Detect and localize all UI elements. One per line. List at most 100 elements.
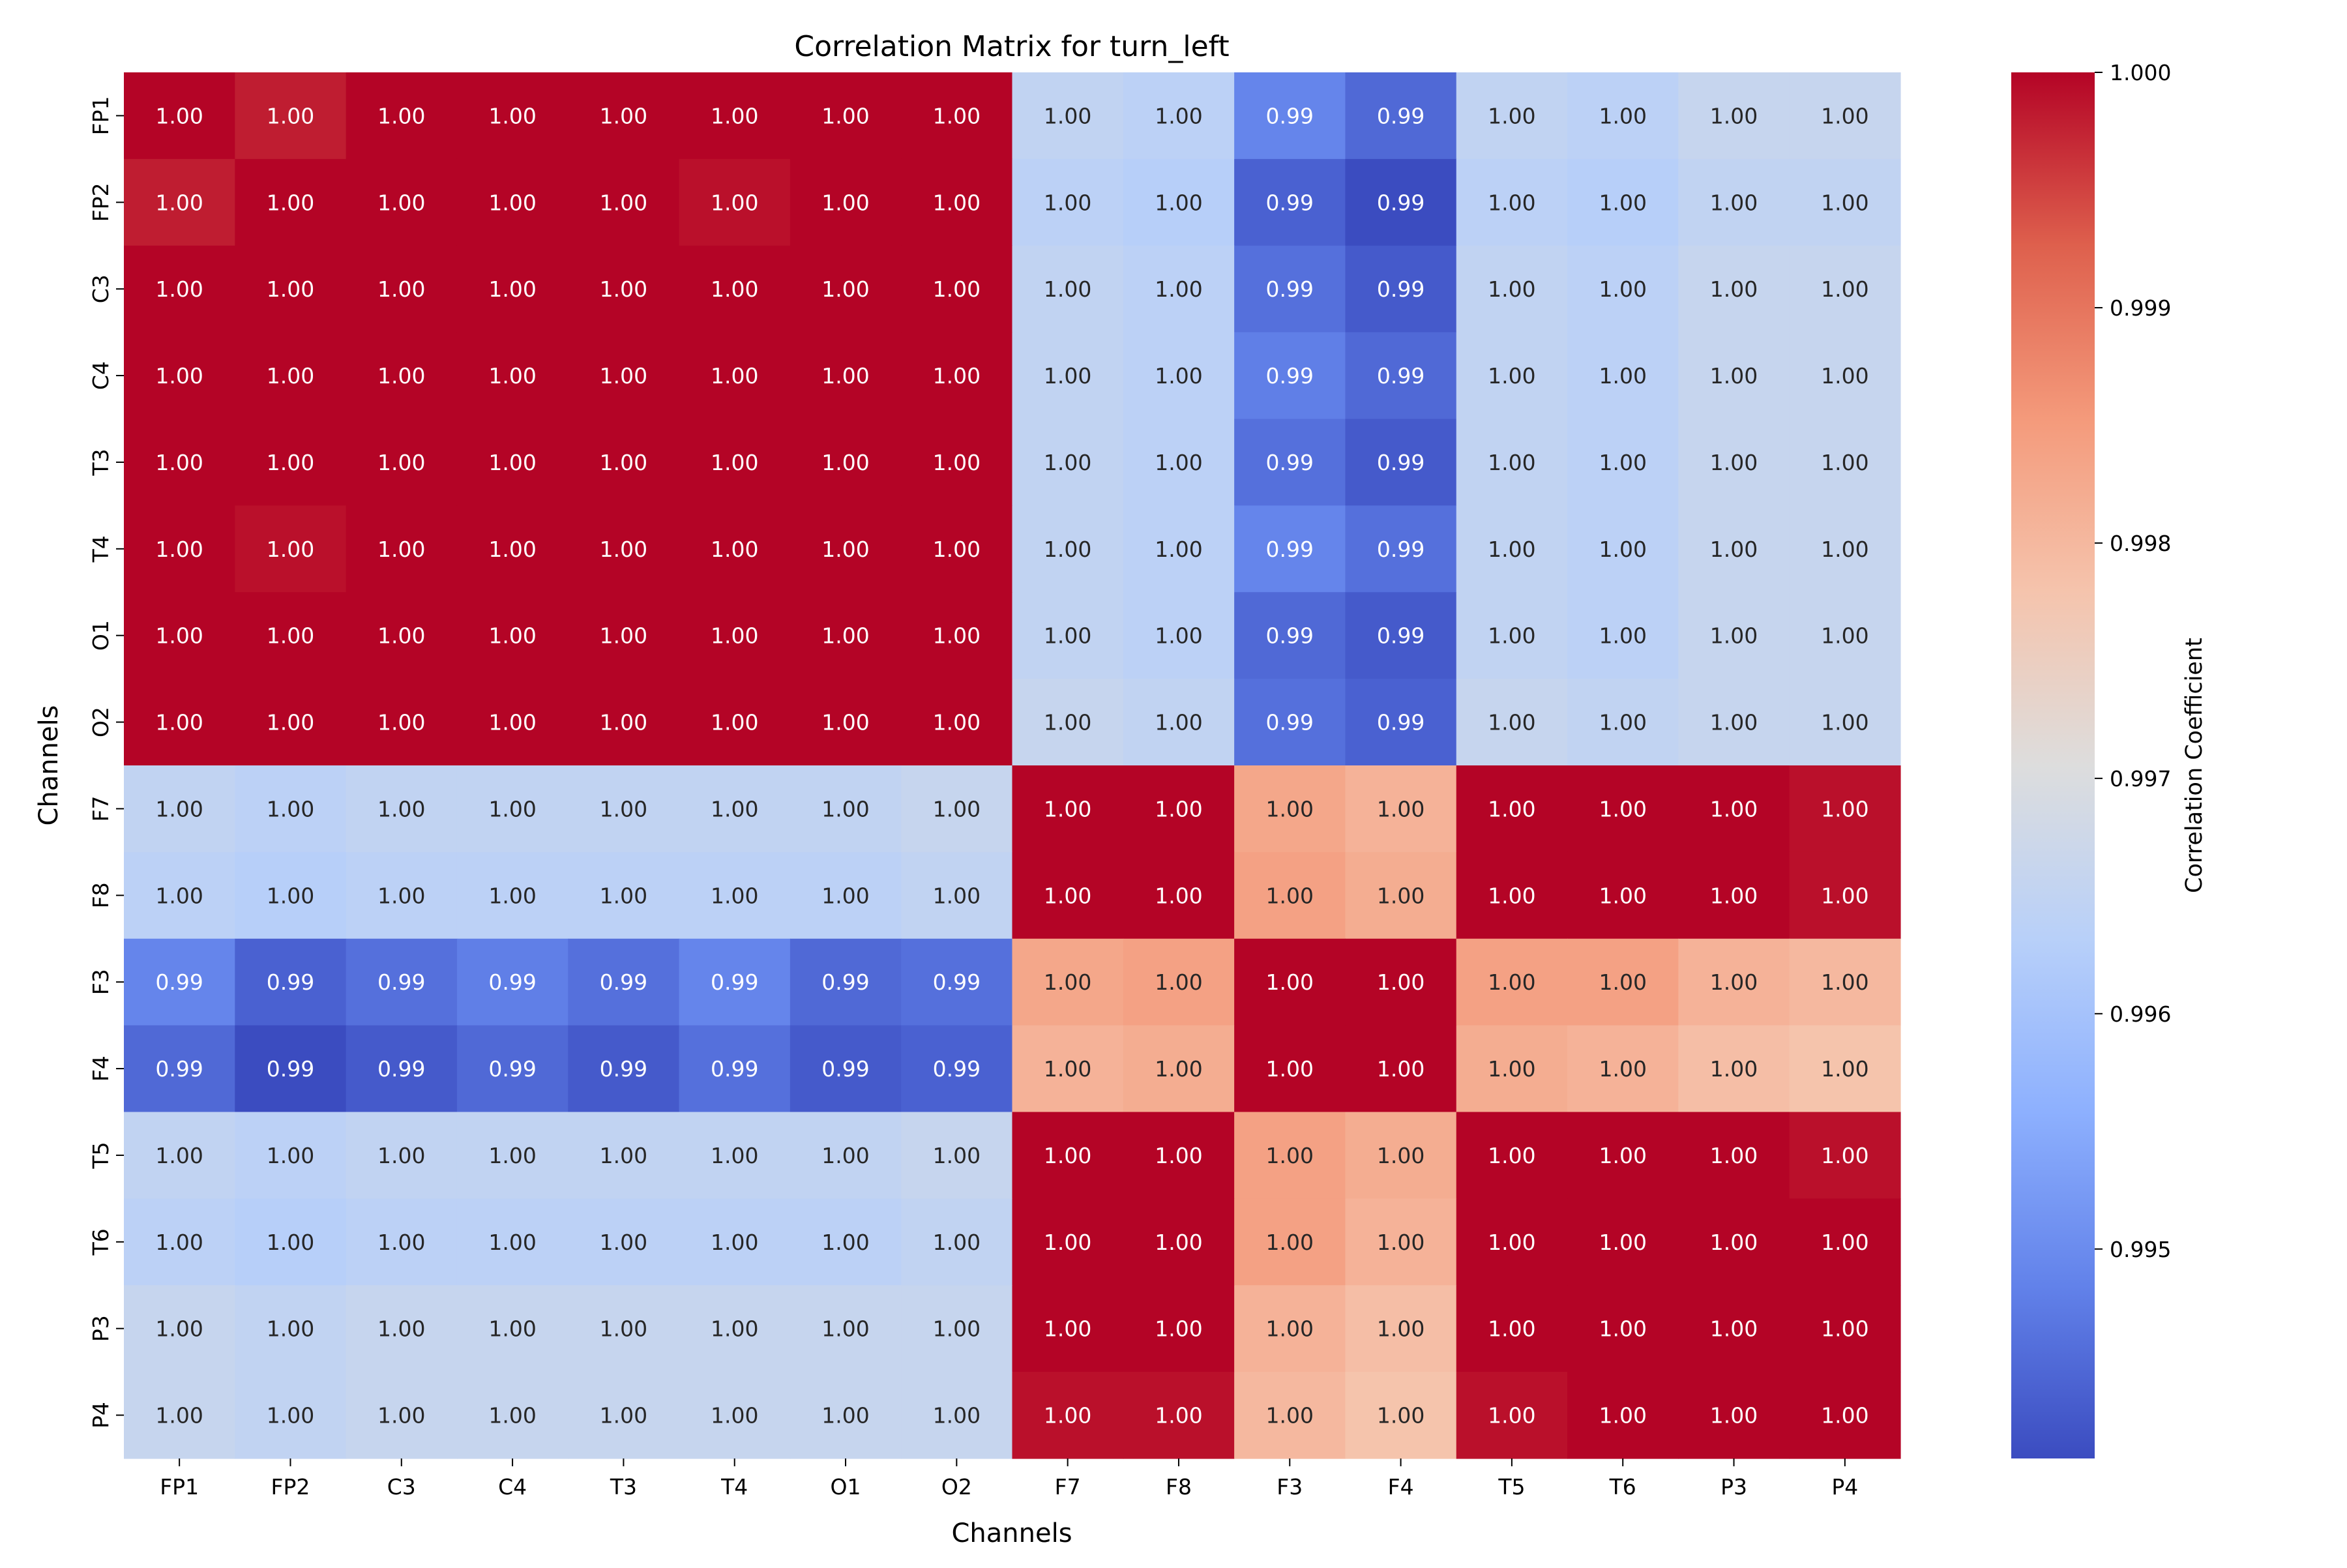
cell-annotation: 1.00	[377, 1230, 425, 1255]
cell-annotation: 1.00	[267, 1316, 314, 1342]
colorbar-tick-label: 0.996	[2110, 1001, 2171, 1027]
cell-annotation: 1.00	[1710, 103, 1758, 128]
cell-annotation: 1.00	[488, 796, 536, 821]
heatmap-cell	[901, 765, 1013, 853]
cell-annotation: 1.00	[600, 276, 647, 302]
cell-annotation: 1.00	[1488, 450, 1535, 475]
heatmap-cell	[790, 332, 902, 420]
cell-annotation: 1.00	[155, 190, 203, 215]
cell-annotation: 0.99	[267, 969, 314, 995]
heatmap-cell	[1456, 851, 1568, 939]
heatmap-cell	[1234, 332, 1346, 420]
cell-annotation: 1.00	[1821, 1403, 1868, 1428]
heatmap-cell	[124, 851, 235, 939]
heatmap-cell	[235, 245, 347, 333]
cell-annotation: 1.00	[1488, 1230, 1535, 1255]
heatmap-cell	[346, 505, 458, 593]
heatmap-cell	[124, 592, 235, 679]
cell-annotation: 1.00	[1821, 363, 1868, 389]
heatmap-cell	[1012, 245, 1124, 333]
cell-annotation: 1.00	[1710, 537, 1758, 562]
heatmap-cell	[456, 851, 568, 939]
heatmap-cell	[456, 505, 568, 593]
heatmap-cell	[901, 505, 1013, 593]
cell-annotation: 1.00	[488, 276, 536, 302]
cell-annotation: 1.00	[711, 363, 758, 389]
heatmap-cell	[1234, 158, 1346, 246]
cell-annotation: 1.00	[155, 537, 203, 562]
cell-annotation: 1.00	[1710, 796, 1758, 821]
heatmap-cell	[1456, 938, 1568, 1026]
cell-annotation: 1.00	[1266, 883, 1314, 908]
cell-annotation: 1.00	[1599, 1143, 1646, 1168]
cell-annotation: 1.00	[600, 796, 647, 821]
cell-annotation: 1.00	[933, 450, 981, 475]
cell-annotation: 1.00	[377, 363, 425, 389]
heatmap-cell	[679, 245, 791, 333]
heatmap-cell	[790, 679, 902, 766]
heatmap-cell	[1012, 72, 1124, 160]
cell-annotation: 1.00	[1488, 1403, 1535, 1428]
cell-annotation: 1.00	[1044, 363, 1091, 389]
y-tick-label: O1	[88, 620, 113, 651]
cell-annotation: 1.00	[1266, 796, 1314, 821]
cell-annotation: 0.99	[1266, 623, 1314, 649]
y-tick-label: C4	[88, 361, 113, 390]
cell-annotation: 1.00	[155, 450, 203, 475]
cell-annotation: 0.99	[155, 969, 203, 995]
cell-annotation: 1.00	[821, 1143, 869, 1168]
cell-annotation: 1.00	[711, 796, 758, 821]
cell-annotation: 1.00	[711, 710, 758, 735]
heatmap-cell	[1456, 419, 1568, 506]
heatmap-cell	[456, 1198, 568, 1286]
heatmap-cell	[456, 592, 568, 679]
cell-annotation: 1.00	[1710, 363, 1758, 389]
cell-annotation: 1.00	[600, 190, 647, 215]
heatmap-cell	[1567, 1372, 1679, 1459]
heatmap-cell	[568, 592, 680, 679]
heatmap-cell	[1456, 1112, 1568, 1199]
heatmap-cell	[1345, 1198, 1457, 1286]
heatmap-cell	[346, 1025, 458, 1113]
x-tick-label: F8	[1166, 1474, 1192, 1500]
cell-annotation: 0.99	[267, 1056, 314, 1082]
cell-annotation: 1.00	[711, 1403, 758, 1428]
cell-annotation: 1.00	[1710, 1230, 1758, 1255]
heatmap-cell	[1456, 505, 1568, 593]
cell-annotation: 1.00	[377, 190, 425, 215]
heatmap-cell	[1789, 679, 1901, 766]
heatmap-cell	[1345, 938, 1457, 1026]
heatmap-cell	[901, 332, 1013, 420]
heatmap-cell	[1123, 851, 1235, 939]
cell-annotation: 1.00	[1821, 537, 1868, 562]
heatmap-cell	[1012, 505, 1124, 593]
cell-annotation: 1.00	[1155, 883, 1202, 908]
cell-annotation: 1.00	[377, 276, 425, 302]
heatmap-cell	[456, 245, 568, 333]
heatmap-cell	[1567, 1285, 1679, 1372]
cell-annotation: 0.99	[600, 1056, 647, 1082]
cell-annotation: 0.99	[933, 1056, 981, 1082]
heatmap-cell	[679, 1198, 791, 1286]
heatmap-cell	[901, 592, 1013, 679]
heatmap-cell	[1456, 72, 1568, 160]
heatmap-cell	[1012, 938, 1124, 1026]
cell-annotation: 1.00	[600, 103, 647, 128]
heatmap-cell	[1345, 1372, 1457, 1459]
cell-annotation: 1.00	[1821, 1316, 1868, 1342]
heatmap-cell	[1567, 592, 1679, 679]
cell-annotation: 1.00	[1821, 276, 1868, 302]
heatmap-cell	[679, 1112, 791, 1199]
heatmap-cell	[679, 938, 791, 1026]
heatmap-cell	[1789, 592, 1901, 679]
cell-annotation: 1.00	[1599, 190, 1646, 215]
heatmap-cell	[790, 938, 902, 1026]
cell-annotation: 1.00	[1710, 276, 1758, 302]
heatmap-cell	[901, 1285, 1013, 1372]
cell-annotation: 1.00	[1599, 450, 1646, 475]
cell-annotation: 0.99	[1377, 623, 1424, 649]
y-tick-label: T5	[88, 1142, 113, 1169]
cell-annotation: 1.00	[1377, 1316, 1424, 1342]
cell-annotation: 1.00	[1821, 623, 1868, 649]
cell-annotation: 1.00	[711, 883, 758, 908]
